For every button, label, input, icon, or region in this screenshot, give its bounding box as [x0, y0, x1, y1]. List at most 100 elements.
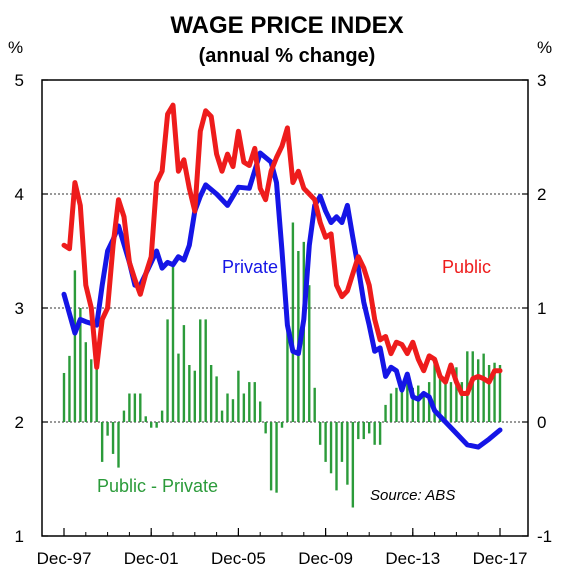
- difference-bar: [231, 399, 235, 422]
- difference-bar: [209, 365, 213, 422]
- x-axis: Dec-97 Dec-01 Dec-05 Dec-09 Dec-13 Dec-17: [37, 528, 528, 568]
- difference-bar: [400, 387, 404, 422]
- x-axis-tick-label: Dec-09: [298, 549, 353, 568]
- difference-bar: [291, 222, 295, 422]
- left-axis-unit: %: [8, 38, 23, 57]
- difference-bar: [444, 382, 447, 422]
- difference-bar: [73, 270, 77, 422]
- difference-bar: [471, 351, 474, 422]
- difference-bar: [438, 374, 442, 422]
- difference-bar: [100, 422, 104, 462]
- right-axis-tick-label: 2: [537, 185, 546, 204]
- source-note: Source: ABS: [370, 487, 455, 504]
- difference-bar: [226, 393, 229, 422]
- difference-bar: [182, 325, 186, 422]
- difference-bar: [220, 410, 224, 422]
- difference-bar: [493, 362, 496, 422]
- difference-bar: [215, 376, 218, 422]
- difference-bar: [406, 382, 409, 422]
- difference-bar: [62, 372, 66, 422]
- difference-bar: [318, 422, 322, 445]
- left-axis-tick-label: 2: [15, 413, 24, 432]
- difference-bar: [79, 308, 82, 422]
- difference-bar: [384, 404, 387, 422]
- x-axis-tick-label: Dec-01: [124, 549, 179, 568]
- public-series-line: [61, 102, 503, 396]
- difference-bar: [329, 422, 333, 474]
- difference-bar: [275, 422, 278, 493]
- difference-bar: [242, 393, 246, 422]
- left-axis-tick-label: 3: [15, 299, 24, 318]
- left-axis-tick-label: 5: [15, 71, 24, 90]
- difference-bar: [111, 422, 115, 454]
- difference-bar: [248, 382, 251, 422]
- difference-bar: [455, 367, 458, 422]
- x-axis-tick-label: Dec-17: [473, 549, 528, 568]
- left-axis-tick-label: 4: [15, 185, 24, 204]
- difference-bar: [422, 393, 425, 422]
- difference-bar: [95, 359, 98, 422]
- difference-bar: [378, 422, 382, 445]
- difference-bar: [433, 359, 436, 422]
- difference-bar: [139, 393, 142, 422]
- difference-bar: [477, 359, 480, 422]
- private-series-label: Private: [222, 257, 278, 277]
- difference-bar: [264, 422, 267, 434]
- difference-bar: [280, 422, 284, 428]
- x-axis-tick-label: Dec-13: [385, 549, 440, 568]
- difference-bar: [417, 385, 420, 422]
- right-axis-unit: %: [537, 38, 552, 57]
- difference-bar: [117, 422, 120, 468]
- difference-bar: [368, 422, 371, 434]
- difference-bar: [253, 382, 256, 422]
- x-axis-tick-label: Dec-97: [37, 549, 92, 568]
- difference-bar: [362, 422, 365, 440]
- chart-subtitle: (annual % change): [199, 45, 376, 67]
- difference-bar: [144, 416, 147, 422]
- difference-bar: [150, 422, 153, 428]
- difference-bar: [171, 262, 175, 422]
- left-axis: 1 2 3 4 5: [15, 71, 48, 546]
- difference-bar: [482, 353, 485, 422]
- difference-bar: [351, 422, 355, 508]
- right-axis-tick-label: 0: [537, 413, 546, 432]
- difference-bar: [411, 387, 414, 422]
- difference-bar: [449, 382, 453, 422]
- difference-bar: [84, 342, 87, 422]
- difference-bar: [155, 422, 158, 428]
- left-axis-tick-label: 1: [15, 527, 24, 546]
- difference-bar: [346, 422, 349, 485]
- difference-bar: [166, 319, 169, 422]
- difference-bar: [177, 353, 180, 422]
- difference-bar: [487, 365, 491, 422]
- series-lines: [61, 102, 503, 450]
- difference-bar: [335, 422, 338, 491]
- difference-bar: [324, 422, 327, 462]
- right-axis: -1 0 1 2 3: [522, 71, 552, 546]
- right-axis-tick-label: 3: [537, 71, 546, 90]
- difference-bar: [188, 365, 191, 422]
- difference-bar: [106, 422, 109, 436]
- difference-bar: [308, 285, 311, 422]
- difference-bar: [128, 393, 131, 422]
- difference-bar: [259, 401, 262, 422]
- difference-bar: [340, 422, 344, 462]
- difference-bar: [199, 319, 202, 422]
- difference-bar: [160, 410, 164, 422]
- difference-bar: [389, 393, 393, 422]
- difference-bar: [286, 310, 289, 422]
- public-series-label: Public: [442, 257, 491, 277]
- difference-bar: [68, 355, 71, 422]
- difference-series-label: Public - Private: [97, 476, 218, 496]
- x-axis-tick-label: Dec-05: [211, 549, 266, 568]
- difference-bar: [460, 382, 464, 422]
- right-axis-tick-label: -1: [537, 527, 552, 546]
- difference-bar: [204, 319, 207, 422]
- difference-bar: [122, 410, 126, 422]
- difference-bar: [313, 387, 316, 422]
- difference-bar: [237, 370, 240, 422]
- difference-bar: [373, 422, 376, 445]
- difference-bar: [193, 370, 196, 422]
- difference-bar: [133, 393, 137, 422]
